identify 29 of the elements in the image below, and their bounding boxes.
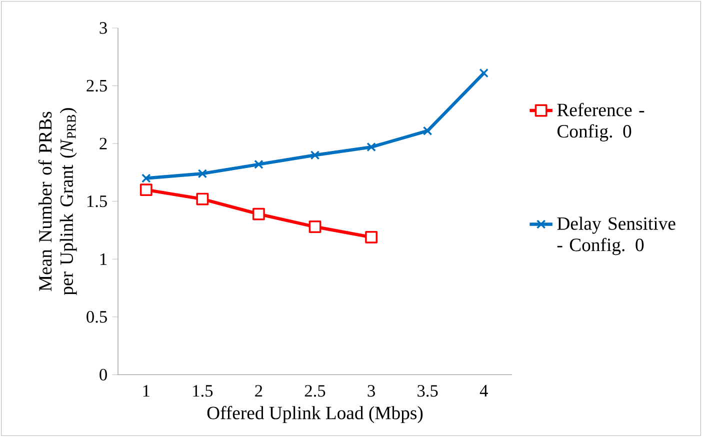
y-tick-label: 1.5 [87, 195, 107, 208]
y-tick-label: 3 [100, 22, 107, 34]
point [196, 192, 209, 206]
x-axis-title: Offered Uplink Load (Mbps) [207, 406, 423, 424]
point [140, 184, 152, 196]
x-tick-label: 2.5 [304, 385, 326, 397]
y-tick-label: 2 [100, 138, 107, 150]
point [310, 150, 320, 160]
point [366, 142, 376, 152]
point [308, 220, 322, 233]
y-tick-label: 0 [100, 368, 107, 381]
x-tick-label: 1.5 [193, 385, 213, 397]
x-tick-label: 3.5 [418, 385, 438, 397]
x-tick-label: 4 [480, 385, 488, 396]
point [365, 230, 378, 244]
x-tick-label: 1 [143, 385, 150, 397]
legend-label: Reference - Config. 0 [557, 102, 644, 142]
point [198, 168, 208, 178]
y-tick-label: 2.5 [86, 80, 107, 92]
point [142, 174, 151, 183]
point [422, 126, 432, 136]
x-tick-label: 3 [368, 385, 375, 397]
y-tick-label: 0.5 [86, 311, 107, 323]
point [252, 208, 265, 220]
point [479, 68, 488, 78]
legend-label: Delay Sensitive - Config. 0 [557, 216, 676, 256]
y-tick-label: 1 [100, 253, 107, 265]
point [254, 160, 264, 169]
x-tick-label: 2 [255, 385, 262, 397]
